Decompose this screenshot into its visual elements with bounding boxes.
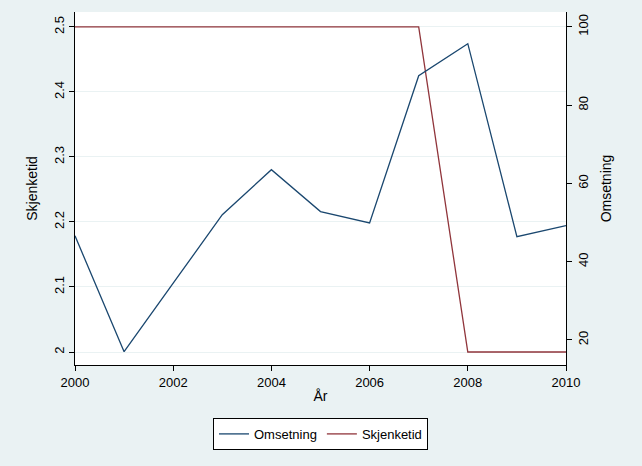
svg-text:80: 80 bbox=[576, 96, 591, 110]
svg-text:2.4: 2.4 bbox=[52, 81, 67, 99]
svg-text:60: 60 bbox=[576, 174, 591, 188]
svg-text:2: 2 bbox=[52, 346, 67, 353]
svg-text:2.5: 2.5 bbox=[52, 16, 67, 34]
svg-text:Skjenketid: Skjenketid bbox=[24, 156, 40, 221]
svg-text:40: 40 bbox=[576, 252, 591, 266]
svg-text:2002: 2002 bbox=[159, 375, 188, 390]
svg-text:2.1: 2.1 bbox=[52, 276, 67, 294]
svg-text:Omsetning: Omsetning bbox=[598, 155, 614, 223]
svg-text:Skjenketid: Skjenketid bbox=[362, 427, 422, 442]
svg-text:2006: 2006 bbox=[355, 375, 384, 390]
svg-text:År: År bbox=[314, 388, 328, 404]
svg-text:2000: 2000 bbox=[61, 375, 90, 390]
svg-text:2.3: 2.3 bbox=[52, 146, 67, 164]
svg-text:2010: 2010 bbox=[552, 375, 581, 390]
svg-text:2004: 2004 bbox=[257, 375, 286, 390]
svg-text:100: 100 bbox=[576, 14, 591, 36]
svg-text:2008: 2008 bbox=[453, 375, 482, 390]
svg-text:2.2: 2.2 bbox=[52, 211, 67, 229]
svg-text:Omsetning: Omsetning bbox=[254, 427, 317, 442]
svg-text:20: 20 bbox=[576, 331, 591, 345]
